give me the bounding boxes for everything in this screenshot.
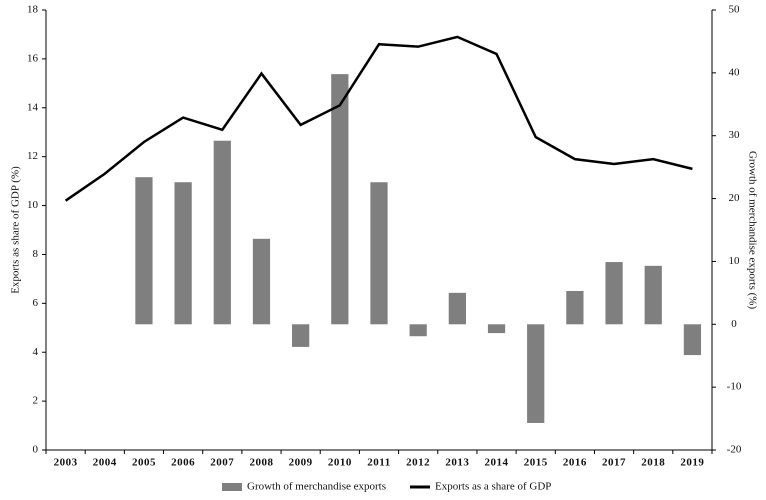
x-tick-label: 2004 [93, 457, 117, 469]
bar [644, 265, 662, 325]
y2-tick-label: -10 [727, 381, 742, 393]
bar [605, 262, 623, 325]
bar [370, 182, 388, 325]
x-tick-label: 2019 [680, 457, 704, 469]
x-tick-label: 2010 [328, 457, 352, 469]
line [64, 35, 693, 202]
x-tick-label: 2013 [445, 457, 469, 469]
y-tick-label: 0 [33, 444, 39, 456]
x-tick-label: 2014 [485, 457, 509, 469]
y-tick-label: 4 [33, 346, 39, 358]
y2-tick-label: 30 [729, 129, 741, 141]
x-tick-label: 2006 [171, 457, 195, 469]
legend-label: Growth of merchandise exports [247, 481, 386, 493]
bar [527, 324, 545, 423]
legend-swatch [222, 483, 242, 491]
bar [683, 324, 702, 356]
bar [252, 238, 271, 325]
y2-tick-label: 40 [729, 66, 741, 78]
x-tick-label: 2015 [524, 457, 548, 469]
y2-tick-label: 20 [729, 192, 741, 204]
bar [409, 324, 427, 337]
y-axis-title: Exports as share of GDP (%) [10, 166, 22, 294]
y-tick-label: 16 [27, 52, 39, 64]
y2-tick-label: 0 [731, 318, 737, 330]
bar [135, 177, 153, 325]
bar [292, 324, 310, 347]
y2-tick-label: 50 [729, 4, 741, 16]
y2-tick-label: 10 [729, 255, 741, 267]
y2-axis-title: Growth of merchandise exports (%) [746, 151, 758, 310]
bar [487, 324, 506, 334]
x-tick-label: 2005 [132, 457, 156, 469]
legend-label: Exports as a share of GDP [435, 481, 551, 493]
bar [566, 290, 584, 325]
x-tick-label: 2017 [602, 457, 626, 469]
x-tick-label: 2012 [406, 457, 430, 469]
x-tick-label: 2016 [563, 457, 587, 469]
x-tick-label: 2008 [249, 457, 273, 469]
y-tick-label: 14 [27, 101, 39, 113]
x-tick-label: 2007 [210, 457, 234, 469]
y-tick-label: 8 [33, 248, 39, 260]
x-tick-label: 2011 [367, 457, 390, 469]
y-tick-label: 12 [27, 150, 38, 162]
bar [331, 74, 349, 325]
bar [174, 182, 192, 325]
y-tick-label: 10 [27, 199, 39, 211]
x-tick-label: 2018 [641, 457, 665, 469]
x-tick-label: 2009 [289, 457, 313, 469]
bar [448, 292, 466, 325]
y2-tick-label: -20 [727, 444, 742, 456]
y-tick-label: 6 [33, 297, 39, 309]
bar [213, 140, 231, 325]
y-tick-label: 18 [27, 4, 39, 16]
y-tick-label: 2 [33, 395, 39, 407]
x-tick-label: 2003 [54, 457, 78, 469]
